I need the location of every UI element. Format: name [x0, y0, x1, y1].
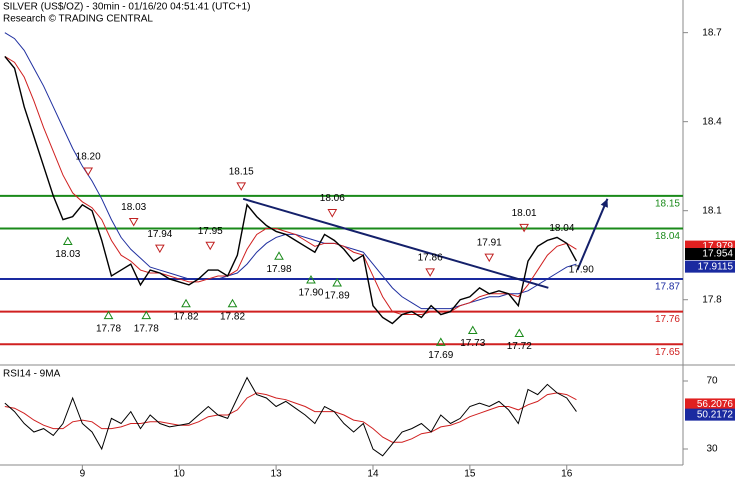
trendline — [242, 197, 549, 289]
pivot-label: 17.90 — [298, 288, 323, 299]
x-tick-label: 10 — [174, 469, 186, 480]
arrow-head — [600, 198, 608, 208]
pivot-high — [327, 209, 338, 218]
price-tag-box — [685, 248, 735, 261]
level-label: 18.04 — [655, 231, 680, 242]
x-tick-label: 16 — [561, 469, 573, 480]
pivot-low — [103, 310, 114, 320]
pivot-low — [332, 278, 343, 287]
price-tag-box — [685, 260, 735, 273]
chart-title: SILVER (US$/OZ) - 30min - 01/16/20 04:51… — [3, 2, 250, 13]
pivot-label: 18.01 — [512, 208, 537, 219]
pivot-low — [467, 325, 478, 334]
x-tick-label: 15 — [464, 469, 476, 480]
pivot-label: 17.82 — [173, 311, 198, 322]
rsi-line — [4, 376, 577, 457]
pivot-low — [62, 236, 73, 245]
rsi-tick-label: 30 — [706, 444, 718, 455]
price-line — [4, 32, 577, 310]
pivot-low — [227, 298, 238, 308]
y-tick-label: 17.8 — [702, 294, 722, 305]
level-label: 17.87 — [655, 282, 680, 293]
x-tick-label: 9 — [80, 469, 86, 480]
rsi-tag-box — [685, 398, 735, 411]
chart-subtitle: Research © TRADING CENTRAL — [3, 14, 153, 25]
pivot-high — [205, 241, 216, 251]
pivot-high — [83, 167, 94, 177]
y-tick-label: 18.1 — [702, 205, 722, 216]
y-tick-label: 18.7 — [702, 27, 722, 38]
rsi-tag-text: 50.2172 — [697, 409, 734, 420]
pivot-low — [181, 298, 191, 308]
pivot-label: 17.82 — [220, 311, 245, 322]
pivot-label: 17.89 — [325, 291, 350, 302]
price-line — [4, 55, 577, 316]
forecast-arrow — [576, 198, 609, 271]
pivot-label: 18.06 — [320, 193, 345, 204]
rsi-tag-text: 56.2076 — [697, 399, 734, 410]
pivot-low — [435, 337, 446, 346]
pivot-label: 18.20 — [76, 152, 101, 163]
x-tick-label: 14 — [367, 469, 379, 480]
pivot-label: 17.86 — [418, 253, 443, 264]
pivot-high — [519, 223, 529, 233]
target-label: 18.04 — [549, 223, 574, 234]
price-tag-text: 17.9115 — [698, 261, 734, 272]
pivot-label: 18.03 — [55, 249, 80, 260]
pivot-low — [514, 328, 525, 337]
rsi-line — [4, 392, 577, 443]
level-label: 17.65 — [655, 347, 680, 358]
price-tag-text: 17.954 — [702, 249, 733, 260]
pivot-label: 17.98 — [266, 264, 291, 275]
pivot-label: 18.03 — [121, 202, 146, 213]
target-label: 17.90 — [569, 265, 594, 276]
pivot-high — [236, 182, 247, 191]
level-label: 17.76 — [655, 314, 680, 325]
pivot-low — [141, 310, 152, 320]
y-tick-label: 18.4 — [702, 116, 722, 127]
pivot-label: 17.78 — [96, 323, 121, 334]
price-tag-text: 17.979 — [702, 241, 733, 252]
pivot-low — [306, 275, 316, 284]
pivot-label: 17.72 — [507, 341, 532, 352]
price-line — [4, 55, 578, 325]
pivot-high — [484, 253, 495, 263]
pivot-high — [128, 217, 139, 227]
pivot-label: 17.78 — [134, 323, 159, 334]
x-tick-label: 13 — [271, 469, 283, 480]
rsi-title: RSI14 - 9MA — [3, 369, 61, 380]
pivot-high — [154, 244, 165, 254]
pivot-low — [274, 251, 284, 260]
pivot-label: 17.69 — [428, 350, 453, 361]
pivot-label: 18.15 — [229, 166, 254, 177]
pivot-label: 17.91 — [477, 238, 502, 249]
level-label: 18.15 — [655, 198, 680, 209]
rsi-tag-box — [685, 408, 735, 421]
rsi-tick-label: 70 — [706, 376, 718, 387]
pivot-label: 17.94 — [147, 229, 172, 240]
pivot-high — [425, 268, 436, 277]
pivot-label: 17.73 — [460, 338, 485, 349]
pivot-label: 17.95 — [198, 226, 223, 237]
